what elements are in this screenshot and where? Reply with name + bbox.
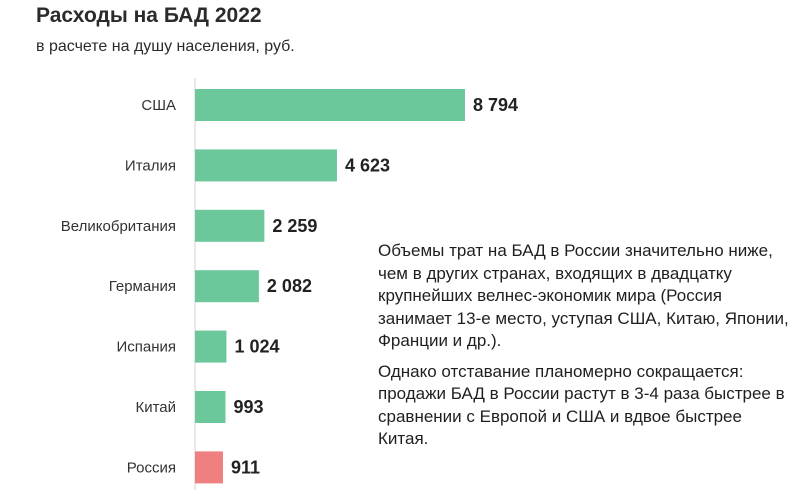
data-label: 1 024	[234, 337, 279, 357]
bar	[195, 270, 259, 303]
bar	[195, 451, 223, 484]
category-label: Великобритания	[61, 218, 176, 235]
bar	[195, 149, 337, 182]
data-label: 911	[231, 457, 260, 477]
data-label: 2 259	[272, 216, 317, 236]
bar	[195, 209, 265, 242]
commentary-text: Объемы трат на БАД в России значительно …	[378, 240, 793, 451]
data-label: 993	[233, 397, 263, 417]
data-label: 4 623	[345, 155, 390, 175]
bar	[195, 89, 465, 121]
chart-title: Расходы на БАД 2022	[36, 4, 262, 27]
bar	[195, 391, 226, 423]
data-label: 8 794	[473, 95, 518, 115]
category-label: Италия	[125, 157, 176, 174]
category-label: Китай	[135, 399, 176, 416]
data-label: 2 082	[267, 276, 312, 296]
commentary-paragraph-2: Однако отставание планомерно сокращается…	[378, 361, 785, 449]
chart-subtitle: в расчете на душу населения, руб.	[36, 38, 295, 55]
category-label: США	[141, 97, 176, 114]
category-label: Германия	[109, 278, 176, 295]
category-label: Испания	[116, 339, 176, 356]
commentary-paragraph-1: Объемы трат на БАД в России значительно …	[378, 241, 789, 350]
bar	[195, 330, 227, 363]
category-label: Россия	[127, 459, 176, 476]
